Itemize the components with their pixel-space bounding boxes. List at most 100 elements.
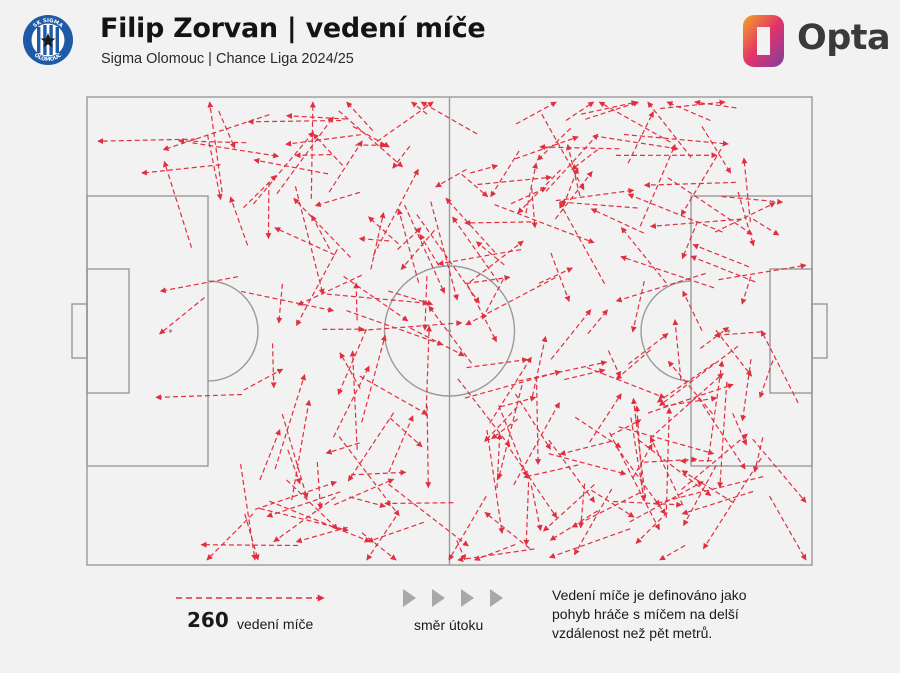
carry-arrow xyxy=(659,345,739,407)
carry-arrow xyxy=(667,360,714,415)
carry-arrow xyxy=(630,280,645,333)
carry-arrow xyxy=(565,101,595,121)
carry-arrow xyxy=(620,255,715,289)
carry-arrow xyxy=(162,114,270,151)
svg-text:SK SIGMA: SK SIGMA xyxy=(32,18,64,30)
carry-arrow xyxy=(389,417,423,448)
carry-arrow xyxy=(615,446,667,515)
carry-count-label: vedení míče xyxy=(237,616,314,632)
carry-arrow xyxy=(276,283,283,324)
carry-arrow xyxy=(548,453,627,476)
carry-arrow xyxy=(489,356,532,424)
carry-arrow xyxy=(571,492,641,528)
carry-arrow xyxy=(295,526,348,544)
carry-arrow xyxy=(384,500,454,507)
carry-arrow xyxy=(574,416,622,449)
definition-note: Vedení míče je definováno jako pohyb hrá… xyxy=(552,587,747,641)
carry-arrow xyxy=(702,457,762,550)
carry-arrow xyxy=(690,255,756,283)
carry-arrow xyxy=(591,489,635,518)
carry-arrow xyxy=(461,173,489,198)
carry-arrow xyxy=(694,99,737,109)
carry-arrow xyxy=(531,188,538,229)
carry-arrow xyxy=(660,99,726,110)
carry-arrow xyxy=(543,484,595,532)
carry-arrow xyxy=(627,193,723,233)
carry-arrow xyxy=(293,197,352,258)
carry-arrow xyxy=(159,276,239,294)
carry-arrow xyxy=(550,252,571,303)
carry-arrow xyxy=(682,290,703,331)
carry-arrow xyxy=(243,368,284,391)
carry-arrow xyxy=(259,429,281,481)
carry-arrow xyxy=(372,168,419,256)
carry-arrow xyxy=(404,204,446,294)
carry-arrow xyxy=(425,405,432,489)
carry-arrow xyxy=(714,202,776,233)
carry-arrow xyxy=(517,169,562,214)
carry-arrow xyxy=(333,478,395,506)
carry-arrow xyxy=(498,405,528,478)
carry-arrow xyxy=(309,101,316,199)
carry-arrow xyxy=(587,309,609,335)
carry-arrow xyxy=(326,293,429,306)
carry-arrow xyxy=(514,393,552,450)
carry-arrow xyxy=(681,220,699,260)
carry-arrow xyxy=(200,541,298,548)
carry-arrow xyxy=(456,540,466,561)
carry-arrow xyxy=(549,510,599,541)
carry-arrow xyxy=(269,500,371,543)
carry-arrow xyxy=(265,182,272,240)
carry-arrow xyxy=(638,439,712,497)
carry-arrow xyxy=(539,144,620,151)
carry-arrow xyxy=(609,432,660,531)
carry-arrow xyxy=(510,187,547,205)
carry-arrow xyxy=(397,227,422,250)
carry-arrow xyxy=(681,433,748,490)
carry-arrow xyxy=(273,496,336,543)
carry-arrow xyxy=(538,267,573,284)
carry-arrow xyxy=(681,490,754,516)
carry-arrow xyxy=(419,233,440,266)
carry-arrow xyxy=(667,177,753,235)
carry-arrow xyxy=(491,418,519,440)
carry-arrow xyxy=(649,372,724,439)
carry-arrow xyxy=(635,511,668,544)
carry-arrow xyxy=(571,149,599,171)
carry-arrow xyxy=(699,326,729,349)
carry-arrow xyxy=(457,378,511,447)
direction-arrows xyxy=(403,589,503,607)
carry-arrow xyxy=(361,532,397,561)
attack-direction-label: směr útoku xyxy=(414,617,484,633)
carry-arrow xyxy=(352,125,390,148)
carry-arrow xyxy=(358,235,390,242)
carry-arrow xyxy=(464,219,532,226)
carry-arrow xyxy=(469,240,524,283)
carry-arrow xyxy=(274,227,336,256)
carry-arrow xyxy=(349,496,386,509)
carry-arrow xyxy=(361,334,387,423)
carry-arrow xyxy=(525,162,539,214)
carry-arrow xyxy=(554,171,593,220)
carry-arrow xyxy=(760,330,799,404)
carry-arrow xyxy=(437,249,522,267)
carry-arrow xyxy=(607,350,621,378)
carry-arrow xyxy=(376,101,434,142)
carry-arrow xyxy=(339,352,361,389)
carry-arrow xyxy=(484,511,531,549)
play-arrow-icon xyxy=(432,589,445,607)
carry-arrow xyxy=(294,152,332,159)
carry-arrow xyxy=(590,208,645,234)
carry-arrow xyxy=(505,442,558,519)
carry-arrow xyxy=(328,140,363,193)
carry-arrow xyxy=(286,113,347,120)
carry-arrow xyxy=(715,329,753,377)
carry-arrow xyxy=(548,439,596,503)
carry-arrow xyxy=(332,365,370,438)
carry-arrow xyxy=(486,429,505,534)
opta-logo-icon xyxy=(743,15,784,67)
carry-arrow xyxy=(555,187,635,202)
carry-arrow xyxy=(672,319,682,381)
carry-arrow xyxy=(266,491,341,518)
